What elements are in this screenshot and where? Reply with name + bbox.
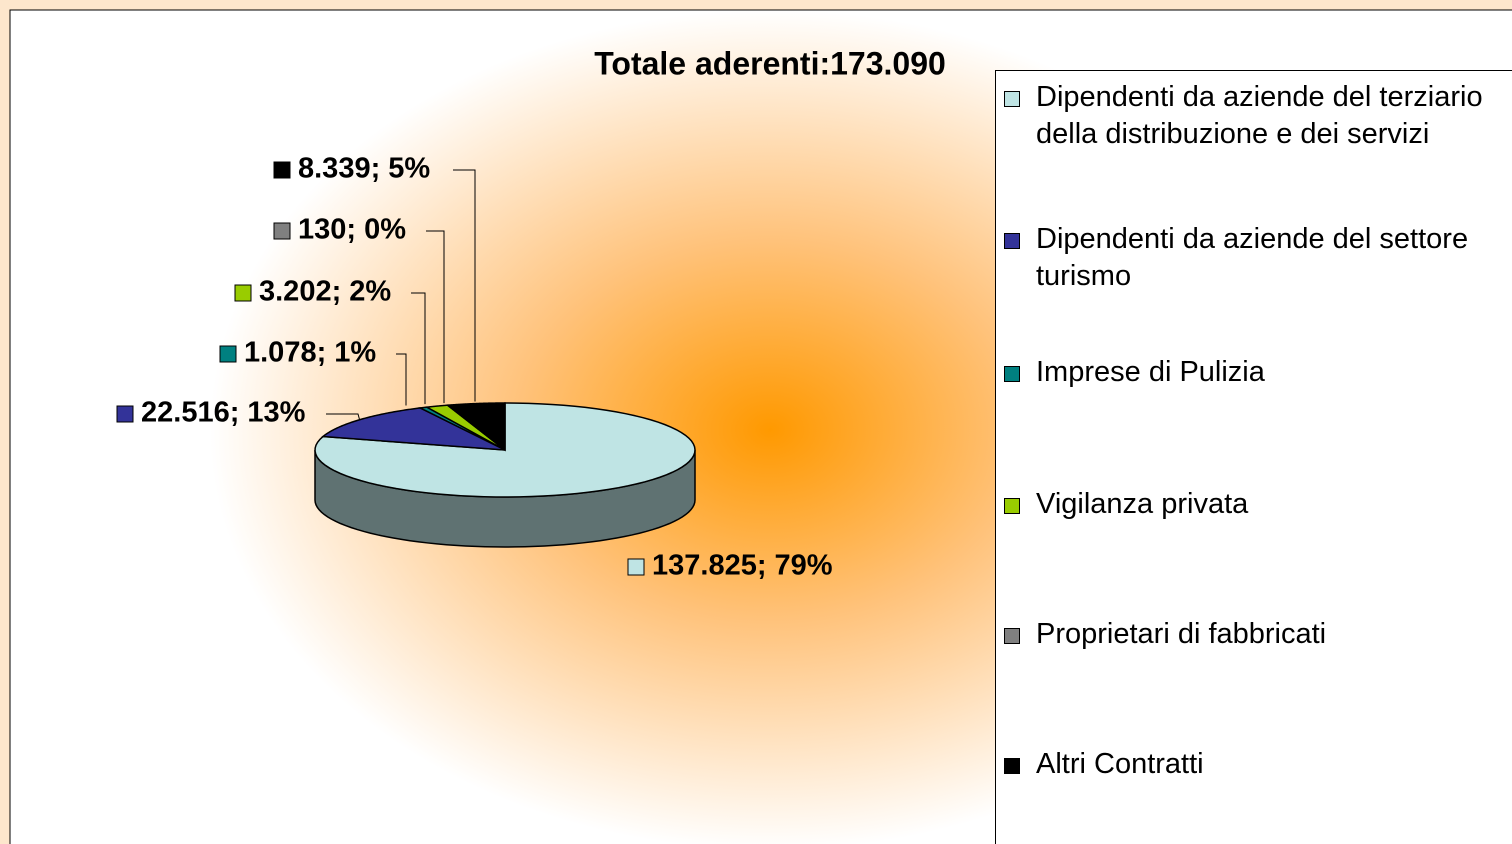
legend-entry: Dipendenti da aziende del settore turism… xyxy=(1004,221,1504,295)
legend: Dipendenti da aziende del terziario dell… xyxy=(995,70,1512,844)
legend-label: Vigilanza privata xyxy=(1036,488,1249,520)
legend-swatch xyxy=(1004,628,1020,644)
legend-swatch xyxy=(1004,498,1020,514)
leader-line xyxy=(411,292,426,405)
data-label: 3.202; 2% xyxy=(259,276,391,308)
data-label: 22.516; 13% xyxy=(141,397,306,429)
legend-swatch xyxy=(1004,233,1020,249)
legend-label: Imprese di Pulizia xyxy=(1036,356,1265,388)
leader-line xyxy=(426,230,445,404)
label-swatch xyxy=(273,161,291,179)
legend-entry: Dipendenti da aziende del terziario dell… xyxy=(1004,79,1504,153)
legend-label: Proprietari di fabbricati xyxy=(1036,618,1327,650)
data-label: 8.339; 5% xyxy=(298,153,430,185)
label-swatch xyxy=(234,284,252,302)
leader-line xyxy=(396,353,407,406)
legend-entry: Vigilanza privata xyxy=(1004,486,1504,523)
data-label: 130; 0% xyxy=(298,214,406,246)
pie-slice xyxy=(321,407,506,451)
legend-entry: Imprese di Pulizia xyxy=(1004,354,1504,391)
pie-slice xyxy=(424,404,506,451)
leader-line xyxy=(326,413,361,420)
label-swatch xyxy=(116,405,134,423)
legend-entry: Altri Contratti xyxy=(1004,746,1504,783)
label-swatch xyxy=(627,558,645,576)
legend-swatch xyxy=(1004,91,1020,107)
legend-label: Dipendenti da aziende del terziario dell… xyxy=(1036,81,1483,150)
data-label: 137.825; 79% xyxy=(652,550,833,582)
chart-title: Totale aderenti:173.090 xyxy=(594,45,946,81)
leader-line xyxy=(453,169,476,402)
legend-entry: Proprietari di fabbricati xyxy=(1004,616,1504,653)
pie-slice xyxy=(446,402,506,452)
legend-label: Altri Contratti xyxy=(1036,748,1204,780)
label-swatch xyxy=(273,222,291,240)
legend-swatch xyxy=(1004,758,1020,774)
data-label: 1.078; 1% xyxy=(244,337,376,369)
legend-label: Dipendenti da aziende del settore turism… xyxy=(1036,223,1469,292)
legend-swatch xyxy=(1004,366,1020,382)
label-swatch xyxy=(219,345,237,363)
